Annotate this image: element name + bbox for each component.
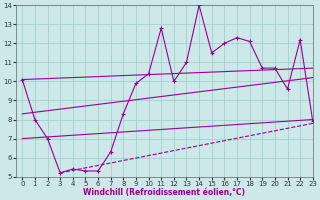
X-axis label: Windchill (Refroidissement éolien,°C): Windchill (Refroidissement éolien,°C): [84, 188, 245, 197]
